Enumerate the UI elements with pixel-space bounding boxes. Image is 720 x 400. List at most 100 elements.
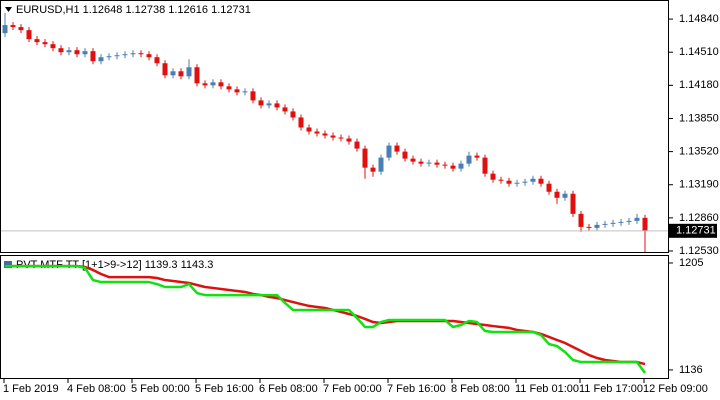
candle-body: [298, 117, 304, 128]
y-tick-label: 1.14840: [679, 13, 719, 25]
candle-body: [26, 30, 32, 40]
candle-body: [58, 48, 64, 53]
candle-body: [434, 162, 440, 165]
x-tick-label: 5 Feb 16:00: [195, 383, 254, 395]
candle-body: [290, 111, 296, 118]
x-tick-label: 11 Feb 17:00: [579, 383, 643, 395]
candle-body: [546, 183, 552, 192]
candle-body: [258, 100, 264, 106]
y-tick-label: 1.12860: [679, 212, 719, 224]
candle-body: [34, 39, 40, 43]
indicator-title: PVT MTF TT [1+1>9->12] 1139.3 1143.3: [16, 259, 213, 271]
candle-body: [362, 148, 368, 168]
candle-body: [386, 145, 392, 158]
y-tick-label: 1205: [679, 257, 703, 269]
x-tick-label: 8 Feb 08:00: [451, 383, 510, 395]
candle-body: [346, 138, 352, 142]
candle-body: [602, 223, 608, 225]
candle-body: [490, 173, 496, 180]
candle-body: [138, 53, 144, 55]
candle-body: [626, 220, 632, 222]
candle-body: [634, 217, 640, 221]
y-tick-label: 1.13190: [679, 179, 719, 191]
candle-body: [370, 167, 376, 172]
candle-body: [450, 165, 456, 169]
candle-body: [234, 89, 240, 93]
candle-body: [42, 42, 48, 45]
price-panel: [0, 0, 669, 253]
candle-body: [594, 224, 600, 228]
x-tick-label: 4 Feb 08:00: [67, 383, 126, 395]
candle-body: [122, 54, 128, 56]
candle-body: [50, 44, 56, 49]
x-tick-label: 1 Feb 2019: [3, 383, 59, 395]
candle-body: [162, 63, 168, 76]
y-tick-label: 1.13850: [679, 112, 719, 124]
candle-body: [170, 71, 176, 76]
candle-body: [618, 221, 624, 223]
candle-body: [514, 182, 520, 184]
candle-body: [2, 25, 8, 34]
candle-body: [570, 193, 576, 214]
y-tick-label: 1.14510: [679, 46, 719, 58]
candle-body: [378, 157, 384, 172]
last-price-label: 1.12731: [676, 225, 716, 237]
x-tick-label: 11 Feb 01:00: [515, 383, 579, 395]
candle-body: [458, 163, 464, 169]
candle-body: [482, 157, 488, 174]
candle-body: [250, 91, 256, 101]
candle-body: [538, 178, 544, 184]
candle-body: [506, 180, 512, 184]
candle-body: [90, 51, 96, 62]
candle-body: [154, 57, 160, 64]
candle-body: [282, 107, 288, 112]
candle-body: [394, 145, 400, 152]
candle-body: [498, 179, 504, 181]
candle-body: [338, 137, 344, 139]
candle-body: [226, 86, 232, 90]
indicator-line: [5, 264, 647, 374]
candle-body: [74, 50, 80, 55]
candle-body: [554, 191, 560, 198]
y-tick-label: 1.13520: [679, 146, 719, 158]
candle-body: [106, 56, 112, 58]
candle-body: [242, 91, 248, 93]
candle-body: [266, 103, 272, 106]
candle-body: [578, 213, 584, 227]
candle-body: [442, 164, 448, 166]
candle-body: [402, 151, 408, 159]
candle-body: [186, 67, 192, 77]
candle-body: [306, 127, 312, 132]
chart-title: EURUSD,H1 1.12648 1.12738 1.12616 1.1273…: [16, 4, 251, 16]
y-tick-label: 1136: [679, 364, 703, 376]
y-tick-label: 1.12530: [679, 245, 719, 257]
candle-body: [330, 135, 336, 138]
x-tick-label: 6 Feb 08:00: [259, 383, 318, 395]
x-tick-label: 5 Feb 00:00: [131, 383, 190, 395]
last-price-box: [669, 223, 717, 238]
candle-body: [426, 162, 432, 164]
candle-body: [322, 133, 328, 136]
candle-body: [354, 141, 360, 149]
candle-body: [130, 53, 136, 55]
candle-body: [274, 103, 280, 108]
collapse-icon: [5, 7, 12, 12]
x-tick-label: 7 Feb 16:00: [387, 383, 446, 395]
candle-body: [114, 55, 120, 57]
candle-body: [202, 83, 208, 86]
candle-body: [562, 193, 568, 198]
candle-body: [474, 155, 480, 158]
candle-body: [82, 51, 88, 55]
candle-body: [642, 217, 648, 231]
candle-body: [66, 50, 72, 53]
candle-body: [10, 25, 16, 28]
y-tick-label: 1.14180: [679, 79, 719, 91]
candle-body: [18, 27, 24, 31]
candle-body: [194, 67, 200, 84]
candle-body: [410, 158, 416, 162]
indicator-icon: [4, 261, 12, 268]
candle-body: [210, 82, 216, 86]
candle-body: [178, 71, 184, 77]
